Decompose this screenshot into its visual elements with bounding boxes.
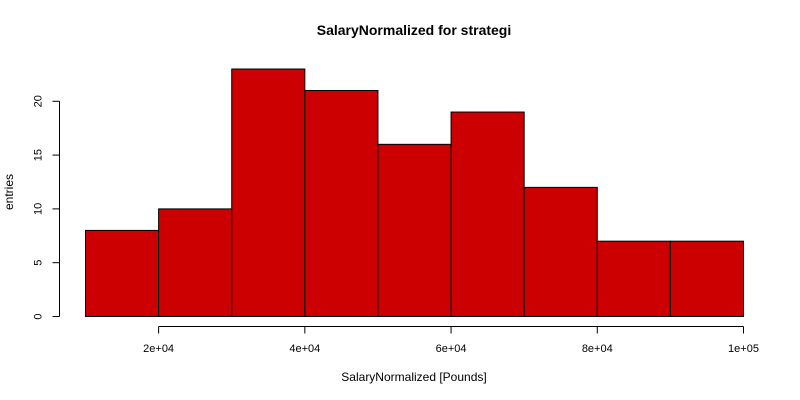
bars-group xyxy=(85,68,745,318)
y-axis: 0 5 10 15 20 xyxy=(33,95,60,320)
x-tick-label: 1e+05 xyxy=(728,343,759,355)
histogram-bar xyxy=(158,208,233,318)
x-tick-label: 8e+04 xyxy=(582,343,613,355)
y-tick-label: 15 xyxy=(33,149,45,161)
histogram-bar xyxy=(231,68,306,317)
x-axis: 2e+04 4e+04 6e+04 8e+04 1e+05 xyxy=(143,326,759,355)
y-tick-label: 5 xyxy=(33,260,45,266)
y-tick-label: 0 xyxy=(33,313,45,319)
histogram-bar xyxy=(523,186,598,317)
histogram-bar xyxy=(669,240,745,318)
x-tick-label: 6e+04 xyxy=(436,343,467,355)
histogram-bar xyxy=(377,143,452,317)
chart-title: SalaryNormalized for strategi xyxy=(317,22,512,38)
x-tick-label: 4e+04 xyxy=(289,343,320,355)
x-axis-label: SalaryNormalized [Pounds] xyxy=(341,370,486,384)
histogram-bar xyxy=(596,240,671,318)
histogram-bar xyxy=(85,229,160,317)
histogram-bar xyxy=(450,111,525,318)
y-axis-label: entries xyxy=(2,174,16,210)
histogram-bar xyxy=(304,90,379,317)
y-tick-label: 20 xyxy=(33,95,45,107)
x-tick-label: 2e+04 xyxy=(143,343,174,355)
y-tick-label: 10 xyxy=(33,203,45,215)
